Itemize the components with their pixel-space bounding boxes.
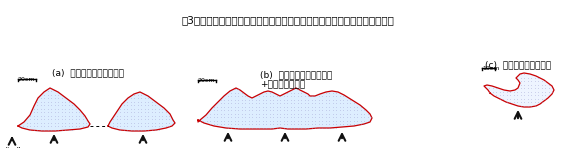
Text: 図3　作業機の仕様によって異なる土層破砕領域（圏場試験結果、断面図）: 図3 作業機の仕様によって異なる土層破砕領域（圏場試験結果、断面図） [181,15,395,25]
Text: “↓” はシャンクの位置を示す。: “↓” はシャンクの位置を示す。 [5,146,84,148]
Polygon shape [108,92,175,131]
Text: (b)  左右カーブドシャンク
+センターチゼル: (b) 左右カーブドシャンク +センターチゼル [260,70,332,89]
Polygon shape [484,73,554,107]
Text: 10cm: 10cm [482,66,499,71]
Polygon shape [198,88,372,129]
Polygon shape [18,88,90,131]
Text: (c)  センターチゼルのみ: (c) センターチゼルのみ [485,60,551,69]
Text: 20cm: 20cm [198,78,215,83]
Text: (a)  左右カーブドシャンク: (a) 左右カーブドシャンク [52,68,124,77]
Text: 20cm: 20cm [18,77,36,82]
